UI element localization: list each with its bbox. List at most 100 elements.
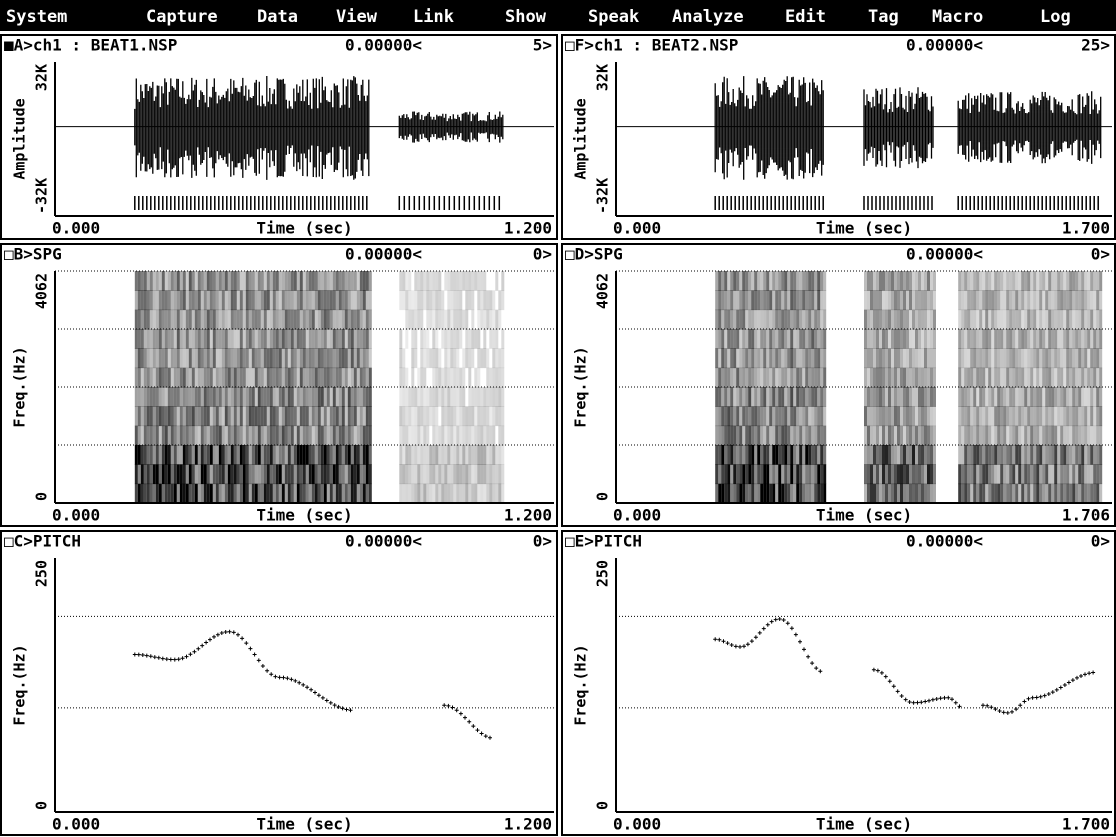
spectrogram-cell (985, 367, 989, 388)
spectrogram-cell (362, 309, 366, 330)
spectrogram-cell (906, 483, 909, 504)
spectrogram-cell (314, 387, 318, 407)
spectrogram-cell (245, 464, 249, 485)
spectrogram-cell (1078, 445, 1082, 465)
menu-item[interactable]: Data (257, 7, 298, 27)
spectrogram-cell (1036, 329, 1040, 349)
spectrogram-cell (344, 425, 348, 446)
spectrogram-cell (435, 425, 439, 446)
spectrogram-cell (1036, 425, 1040, 446)
spectrogram-cell (426, 406, 430, 427)
spectrogram-cell (1009, 367, 1013, 388)
spectrogram-cell (164, 406, 168, 427)
spectrogram-cell (137, 387, 141, 407)
spectrogram-cell (921, 329, 924, 349)
spectrogram-cell (344, 348, 348, 369)
spectrogram-cell (209, 329, 213, 349)
spectrogram-cell (414, 406, 418, 427)
menu-item[interactable]: System (6, 7, 67, 27)
spectrogram-cell (900, 309, 903, 330)
spectrogram-cell (1093, 271, 1097, 291)
spectrogram-cell (733, 406, 737, 427)
spectrogram-cell (742, 309, 746, 330)
spectrogram-cell (864, 367, 867, 388)
spectrogram-cell (140, 406, 144, 427)
spectrogram-cell (170, 348, 174, 369)
spectrogram-cell (1057, 406, 1061, 427)
spectrogram-cell (814, 348, 818, 369)
spectrogram-cell (736, 290, 740, 311)
spectrogram-cell (408, 290, 412, 311)
menu-item[interactable]: Show (505, 7, 547, 27)
menu-item[interactable]: Tag (868, 7, 899, 27)
spectrogram-cell (287, 271, 291, 291)
spectrogram-cell (245, 387, 249, 407)
spectrogram-cell (215, 367, 219, 388)
spectrogram-cell (1027, 464, 1031, 485)
spectrogram-cell (362, 271, 366, 291)
spectrogram-cell (203, 271, 207, 291)
spectrogram-cell (176, 309, 180, 330)
spectrogram-cell (459, 425, 463, 446)
menu-item[interactable]: Macro (932, 7, 983, 27)
spectrogram-cell (320, 464, 324, 485)
spectrogram-cell (1000, 445, 1004, 465)
spectrogram-cell (281, 367, 285, 388)
spectrogram-cell (465, 271, 469, 291)
spectrogram-cell (344, 329, 348, 349)
spectrogram-cell (287, 387, 291, 407)
spectrogram-cell (254, 329, 258, 349)
spectrogram-cell (1087, 406, 1091, 427)
menu-item[interactable]: Speak (588, 7, 639, 27)
menu-item[interactable]: Edit (785, 7, 826, 27)
spectrogram-cell (976, 387, 980, 407)
spectrogram-cell (1096, 464, 1100, 485)
spectrogram-cell (314, 445, 318, 465)
spectrogram-cell (736, 329, 740, 349)
spectrogram-cell (236, 290, 240, 311)
spectrogram-cell (155, 309, 159, 330)
spectrogram-cell (1018, 290, 1022, 311)
spectrogram-cell (251, 464, 255, 485)
spectrogram-cell (326, 271, 330, 291)
spectrogram-cell (1042, 271, 1046, 291)
spectrogram-cell (182, 445, 186, 465)
spectrogram-cell (1000, 329, 1004, 349)
spectrogram-cell (251, 309, 255, 330)
spectrogram-cell (429, 483, 433, 504)
spectrogram-cell (715, 290, 719, 311)
spectrogram-cell (140, 425, 144, 446)
menu-item[interactable]: Link (413, 7, 454, 27)
spectrogram-cell (480, 387, 484, 407)
menu-item[interactable]: Log (1040, 7, 1071, 27)
spectrogram-cell (760, 464, 764, 485)
menu-item[interactable]: Analyze (672, 7, 744, 27)
spectrogram-cell (790, 290, 794, 311)
cursor-value: 0.00000< (906, 245, 983, 264)
spectrogram-cell (426, 425, 430, 446)
segment-marks (134, 196, 368, 210)
spectrogram-cell (453, 329, 457, 349)
spectrogram-cell (775, 348, 779, 369)
spectrogram-cell (215, 348, 219, 369)
spectrogram-cell (347, 406, 351, 427)
spectrogram-cell (311, 309, 315, 330)
spectrogram-cell (287, 348, 291, 369)
spectrogram-cell (152, 367, 156, 388)
spectrogram-cell (888, 483, 891, 504)
menu-item[interactable]: Capture (146, 7, 218, 27)
spectrogram-cell (1012, 406, 1016, 427)
menu-item[interactable]: View (336, 7, 378, 27)
spectrogram-cell (1027, 309, 1031, 330)
spectrogram-cell (173, 271, 177, 291)
spectrogram-cell (873, 271, 876, 291)
spectrogram-cell (903, 329, 906, 349)
spectrogram-cell (799, 329, 803, 349)
spectrogram-cell (1084, 445, 1088, 465)
spectrogram-cell (260, 348, 264, 369)
spectrogram-cell (233, 406, 237, 427)
spectrogram-cell (444, 329, 448, 349)
spectrogram-cell (429, 309, 433, 330)
spectrogram-cell (501, 425, 505, 446)
spectrogram-cell (1060, 445, 1064, 465)
